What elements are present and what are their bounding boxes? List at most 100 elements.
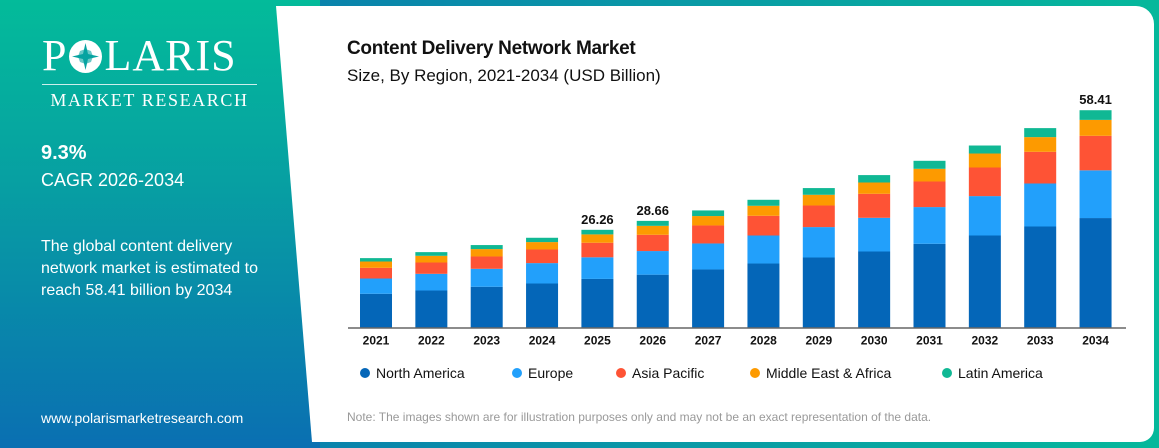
data-label-2025: 26.26 [581,212,614,227]
legend-item: Asia Pacific [616,365,704,381]
bar-segment-middle-east-africa-2031 [913,168,946,182]
legend-label: Asia Pacific [632,365,705,381]
bar-segment-asia-pacific-2030 [858,193,891,218]
chart-title: Content Delivery Network Market [347,38,636,59]
x-tick-label: 2027 [695,334,722,348]
bar-segment-latin-america-2032 [968,145,1001,154]
bar-segment-middle-east-africa-2022 [415,255,448,263]
bar-segment-middle-east-africa-2033 [1024,137,1057,152]
bar-segment-europe-2030 [858,217,891,252]
bar-segment-north-america-2021 [360,293,392,328]
legend-label: North America [376,365,465,381]
bar-segment-middle-east-africa-2034 [1079,119,1112,136]
legend-item: Europe [512,365,573,381]
legend-dot-icon [942,368,952,378]
bar-segment-north-america-2024 [526,283,559,328]
bar-segment-europe-2026 [636,251,669,275]
bar-segment-latin-america-2023 [470,245,503,250]
bar-segment-asia-pacific-2024 [526,249,559,264]
bar-segment-north-america-2022 [415,290,448,328]
bar-segment-latin-america-2022 [415,252,448,256]
bar-segment-asia-pacific-2033 [1024,151,1057,184]
bar-segment-middle-east-africa-2024 [526,242,559,250]
legend-label: Europe [528,365,574,381]
bar-segment-north-america-2028 [747,263,780,328]
bar-segment-north-america-2023 [470,286,503,328]
data-label-2026: 28.66 [636,203,669,218]
x-tick-label: 2024 [529,334,556,348]
legend-dot-icon [512,368,522,378]
bar-segment-middle-east-africa-2026 [636,225,669,235]
chart-subtitle: Size, By Region, 2021-2034 (USD Billion) [347,66,661,85]
legend-item: North America [360,365,465,381]
bar-segment-europe-2027 [692,243,725,270]
bar-segment-asia-pacific-2022 [415,262,448,274]
bar-segment-north-america-2034 [1079,218,1112,328]
bar-segment-north-america-2033 [1024,226,1057,328]
legend-label: Latin America [958,365,1043,381]
x-tick-label: 2022 [418,334,445,348]
bar-segment-latin-america-2033 [1024,128,1057,138]
bar-segment-asia-pacific-2034 [1079,135,1112,171]
bar-segment-middle-east-africa-2027 [692,216,725,226]
x-tick-label: 2030 [861,334,888,348]
x-tick-label: 2033 [1027,334,1054,348]
bar-segment-latin-america-2024 [526,237,559,243]
website-link[interactable]: www.polarismarketresearch.com [41,410,244,426]
market-description: The global content delivery network mark… [41,238,258,299]
bar-segment-asia-pacific-2028 [747,215,780,236]
bar-segment-asia-pacific-2031 [913,181,946,208]
disclaimer-note: Note: The images shown are for illustrat… [347,410,932,424]
compass-star-icon [69,39,103,73]
bar-segment-europe-2031 [913,207,946,244]
bar-segment-europe-2024 [526,263,559,284]
bar-segment-europe-2023 [470,268,503,287]
legend-label: Middle East & Africa [766,365,892,381]
cagr-value: 9.3% [41,142,87,164]
bar-segment-north-america-2027 [692,269,725,328]
x-tick-label: 2034 [1082,334,1109,348]
bar-segment-europe-2034 [1079,170,1112,219]
bar-segment-north-america-2032 [968,235,1001,328]
bar-segment-latin-america-2029 [802,188,835,195]
bar-segment-europe-2032 [968,196,1001,236]
x-tick-label: 2025 [584,334,611,348]
bar-segment-north-america-2029 [802,257,835,328]
bar-segment-latin-america-2025 [581,229,614,235]
bar-segment-middle-east-africa-2030 [858,182,891,194]
x-tick-label: 2031 [916,334,943,348]
legend-dot-icon [616,368,626,378]
bar-segment-north-america-2026 [636,274,669,328]
bar-segment-middle-east-africa-2029 [802,194,835,206]
x-tick-label: 2021 [363,334,390,348]
bar-segment-europe-2021 [360,278,392,294]
polaris-logo: P LARIS MARKET RESEARCH [42,34,257,111]
legend-item: Latin America [942,365,1043,381]
bar-segment-middle-east-africa-2028 [747,205,780,216]
cagr-label: CAGR 2026-2034 [41,170,185,190]
legend-dot-icon [750,368,760,378]
bar-segment-latin-america-2021 [360,258,392,262]
bar-segment-asia-pacific-2023 [470,256,503,269]
bar-segment-middle-east-africa-2032 [968,153,1001,168]
bar-segment-europe-2033 [1024,183,1057,227]
bar-segment-asia-pacific-2029 [802,205,835,228]
bar-segment-north-america-2030 [858,251,891,328]
legend-dot-icon [360,368,370,378]
bar-segment-asia-pacific-2027 [692,225,725,244]
x-tick-label: 2029 [805,334,832,348]
bar-segment-europe-2028 [747,235,780,264]
bar-segment-latin-america-2027 [692,210,725,217]
legend-item: Middle East & Africa [750,365,891,381]
bar-segment-latin-america-2026 [636,220,669,226]
x-tick-label: 2028 [750,334,777,348]
bar-segment-middle-east-africa-2025 [581,234,614,243]
bar-segment-europe-2022 [415,273,448,291]
bar-segment-asia-pacific-2025 [581,242,614,258]
bar-segment-europe-2025 [581,257,614,279]
x-tick-label: 2032 [971,334,998,348]
bar-segment-middle-east-africa-2023 [470,249,503,257]
bar-segment-latin-america-2030 [858,175,891,183]
bar-segment-asia-pacific-2026 [636,234,669,252]
